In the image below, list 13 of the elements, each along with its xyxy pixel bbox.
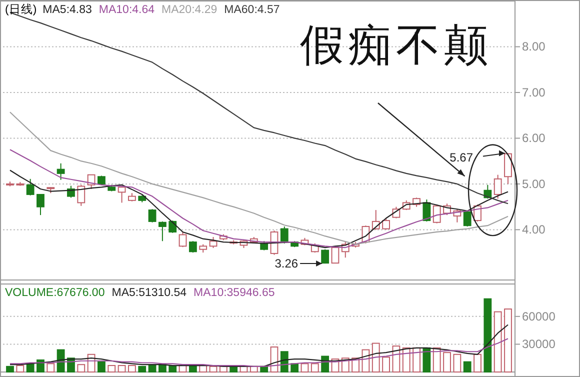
y-tick-label: 7.00 (522, 85, 546, 100)
annotation: 3.26 (274, 256, 298, 271)
annotation: 5.67 (450, 150, 474, 164)
y-tick-label: 4.00 (522, 222, 546, 237)
legend: VOLUME:67676.00 MA5:51310.54 MA10:35946.65 (5, 287, 275, 299)
y-tick-label: 60000 (522, 309, 556, 324)
y-tick-label: 5.00 (522, 176, 546, 191)
annotation: 假痴不颠 (300, 21, 492, 70)
legend: MA5:4.83 MA10:4.64 MA20:4.29 MA60:4.57 (42, 4, 280, 16)
y-tick-label: 30000 (522, 337, 556, 352)
y-tick-label: 8.00 (522, 40, 546, 54)
y-tick-label: 6.00 (522, 131, 546, 146)
chart-title: (日线) (5, 3, 37, 16)
